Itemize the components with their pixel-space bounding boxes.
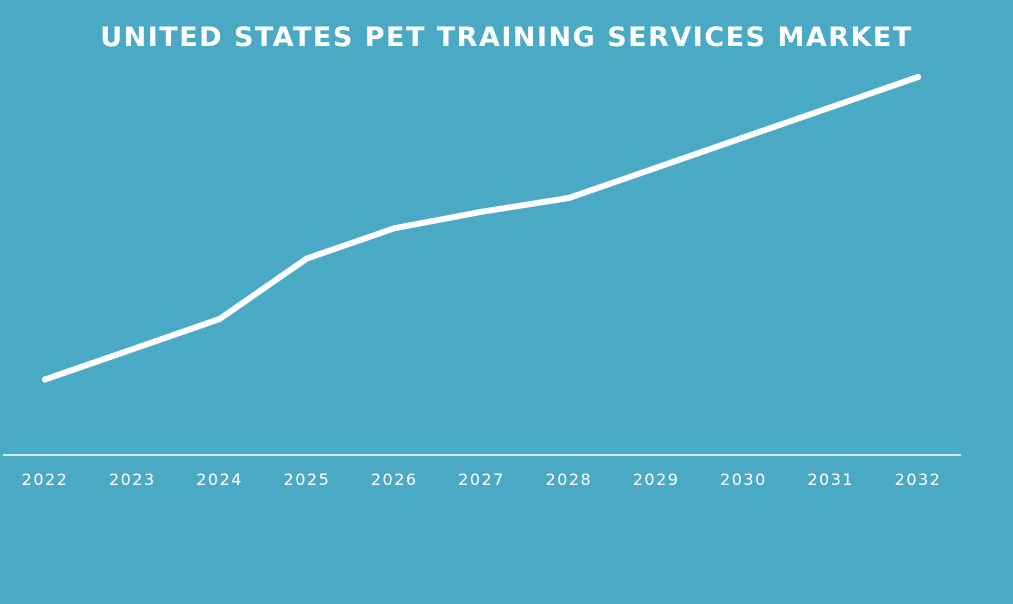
data-point-2031 [827, 104, 834, 111]
data-point-2023 [129, 346, 136, 353]
x-tick-label-2026: 2026 [371, 470, 418, 489]
x-tick-label-2028: 2028 [545, 470, 592, 489]
chart-title: UNITED STATES PET TRAINING SERVICES MARK… [100, 22, 913, 53]
data-point-2032 [915, 74, 921, 80]
x-tick-label-2029: 2029 [633, 470, 680, 489]
x-tick-label-2023: 2023 [109, 470, 156, 489]
data-point-2028 [565, 195, 572, 201]
x-tick-label-2031: 2031 [807, 470, 854, 489]
x-tick-label-2027: 2027 [458, 470, 505, 489]
data-point-2027 [478, 208, 485, 215]
x-axis-tick-labels: 2022 2023 2024 2025 2026 2027 2028 2029 2030 2031… [22, 470, 942, 489]
x-tick-label-2025: 2025 [284, 470, 331, 489]
data-point-2026 [391, 225, 398, 232]
x-tick-label-2022: 2022 [22, 470, 69, 489]
data-point-2029 [653, 164, 660, 171]
x-tick-label-2030: 2030 [720, 470, 767, 489]
data-point-2030 [740, 134, 747, 141]
drop-lines [44, 77, 919, 450]
x-tick-label-2032: 2032 [895, 470, 942, 489]
x-tick-label-2024: 2024 [196, 470, 243, 489]
data-point-2022 [42, 376, 48, 383]
series-group [42, 74, 921, 383]
data-point-2025 [303, 255, 310, 262]
data-point-2024 [216, 316, 223, 322]
